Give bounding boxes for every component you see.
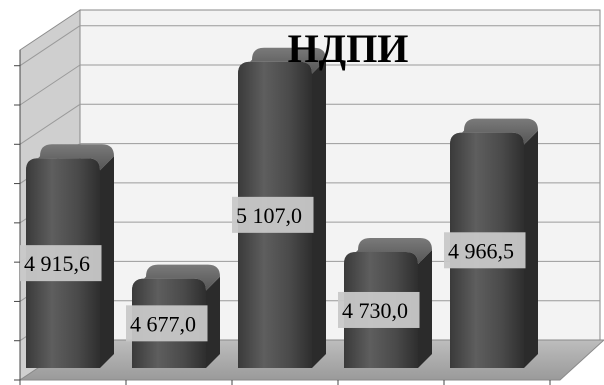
data-labels: 4 915,6 4 677,0 5 107,0 4 730,0 4 966,5 [20,196,526,342]
data-label-text: 5 107,0 [236,203,302,228]
y-axis-ticks [14,65,20,381]
gridline-side [19,64,81,106]
data-label-text: 4 915,6 [24,251,90,276]
data-label: 4 915,6 [20,245,102,282]
chart-title: НДПИ [288,26,409,71]
gridline-side [19,25,81,67]
data-label: 4 966,5 [444,232,526,269]
gridline-side [19,103,81,145]
data-label-text: 4 966,5 [448,238,514,263]
data-label-text: 4 730,0 [342,298,408,323]
x-axis-ticks [19,380,551,385]
data-label: 5 107,0 [232,196,314,233]
data-label: 4 730,0 [338,291,420,328]
data-label: 4 677,0 [126,305,208,342]
data-label-text: 4 677,0 [130,311,196,336]
bar-series [26,47,538,369]
